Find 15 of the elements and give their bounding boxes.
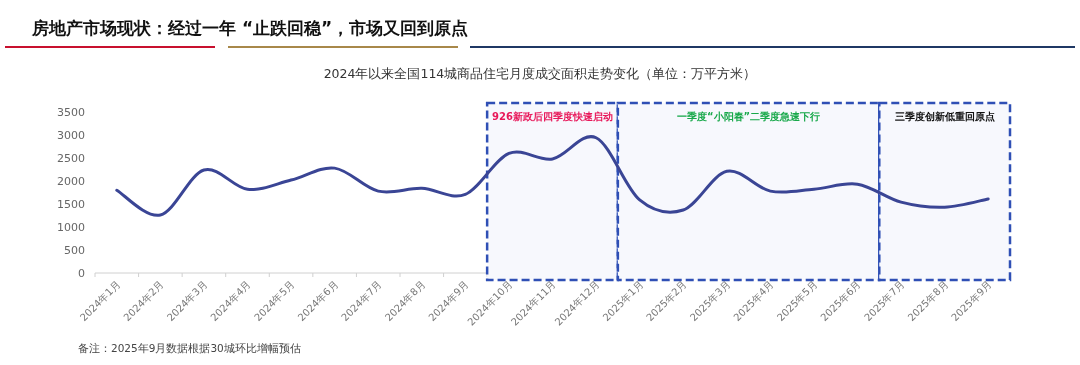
y-tick-label: 3500: [57, 106, 85, 119]
y-tick-label: 3000: [57, 129, 85, 142]
chart-subtitle: 2024年以来全国114城商品住宅月度成交面积走势变化（单位：万平方米）: [323, 66, 757, 81]
y-tick-label: 1500: [57, 198, 85, 211]
band-label: 一季度“小阳春”二季度急速下行: [676, 111, 821, 122]
text: 备注：2025年9月数据根据30城环比增幅预估: [78, 342, 301, 354]
line-series: [115, 135, 990, 217]
y-tick-label: 1000: [57, 221, 85, 234]
y-tick-label: 0: [78, 267, 85, 280]
band-label: 926新政后四季度快速启动: [492, 111, 613, 122]
y-tick-label: 2000: [57, 175, 85, 188]
y-tick-label: 500: [64, 244, 85, 257]
y-tick-label: 2500: [57, 152, 85, 165]
band-label: 三季度创新低重回原点: [894, 111, 995, 122]
chart-title: 房地产市场现状：经过一年 “止跌回稳”，市场又回到原点: [31, 18, 469, 38]
